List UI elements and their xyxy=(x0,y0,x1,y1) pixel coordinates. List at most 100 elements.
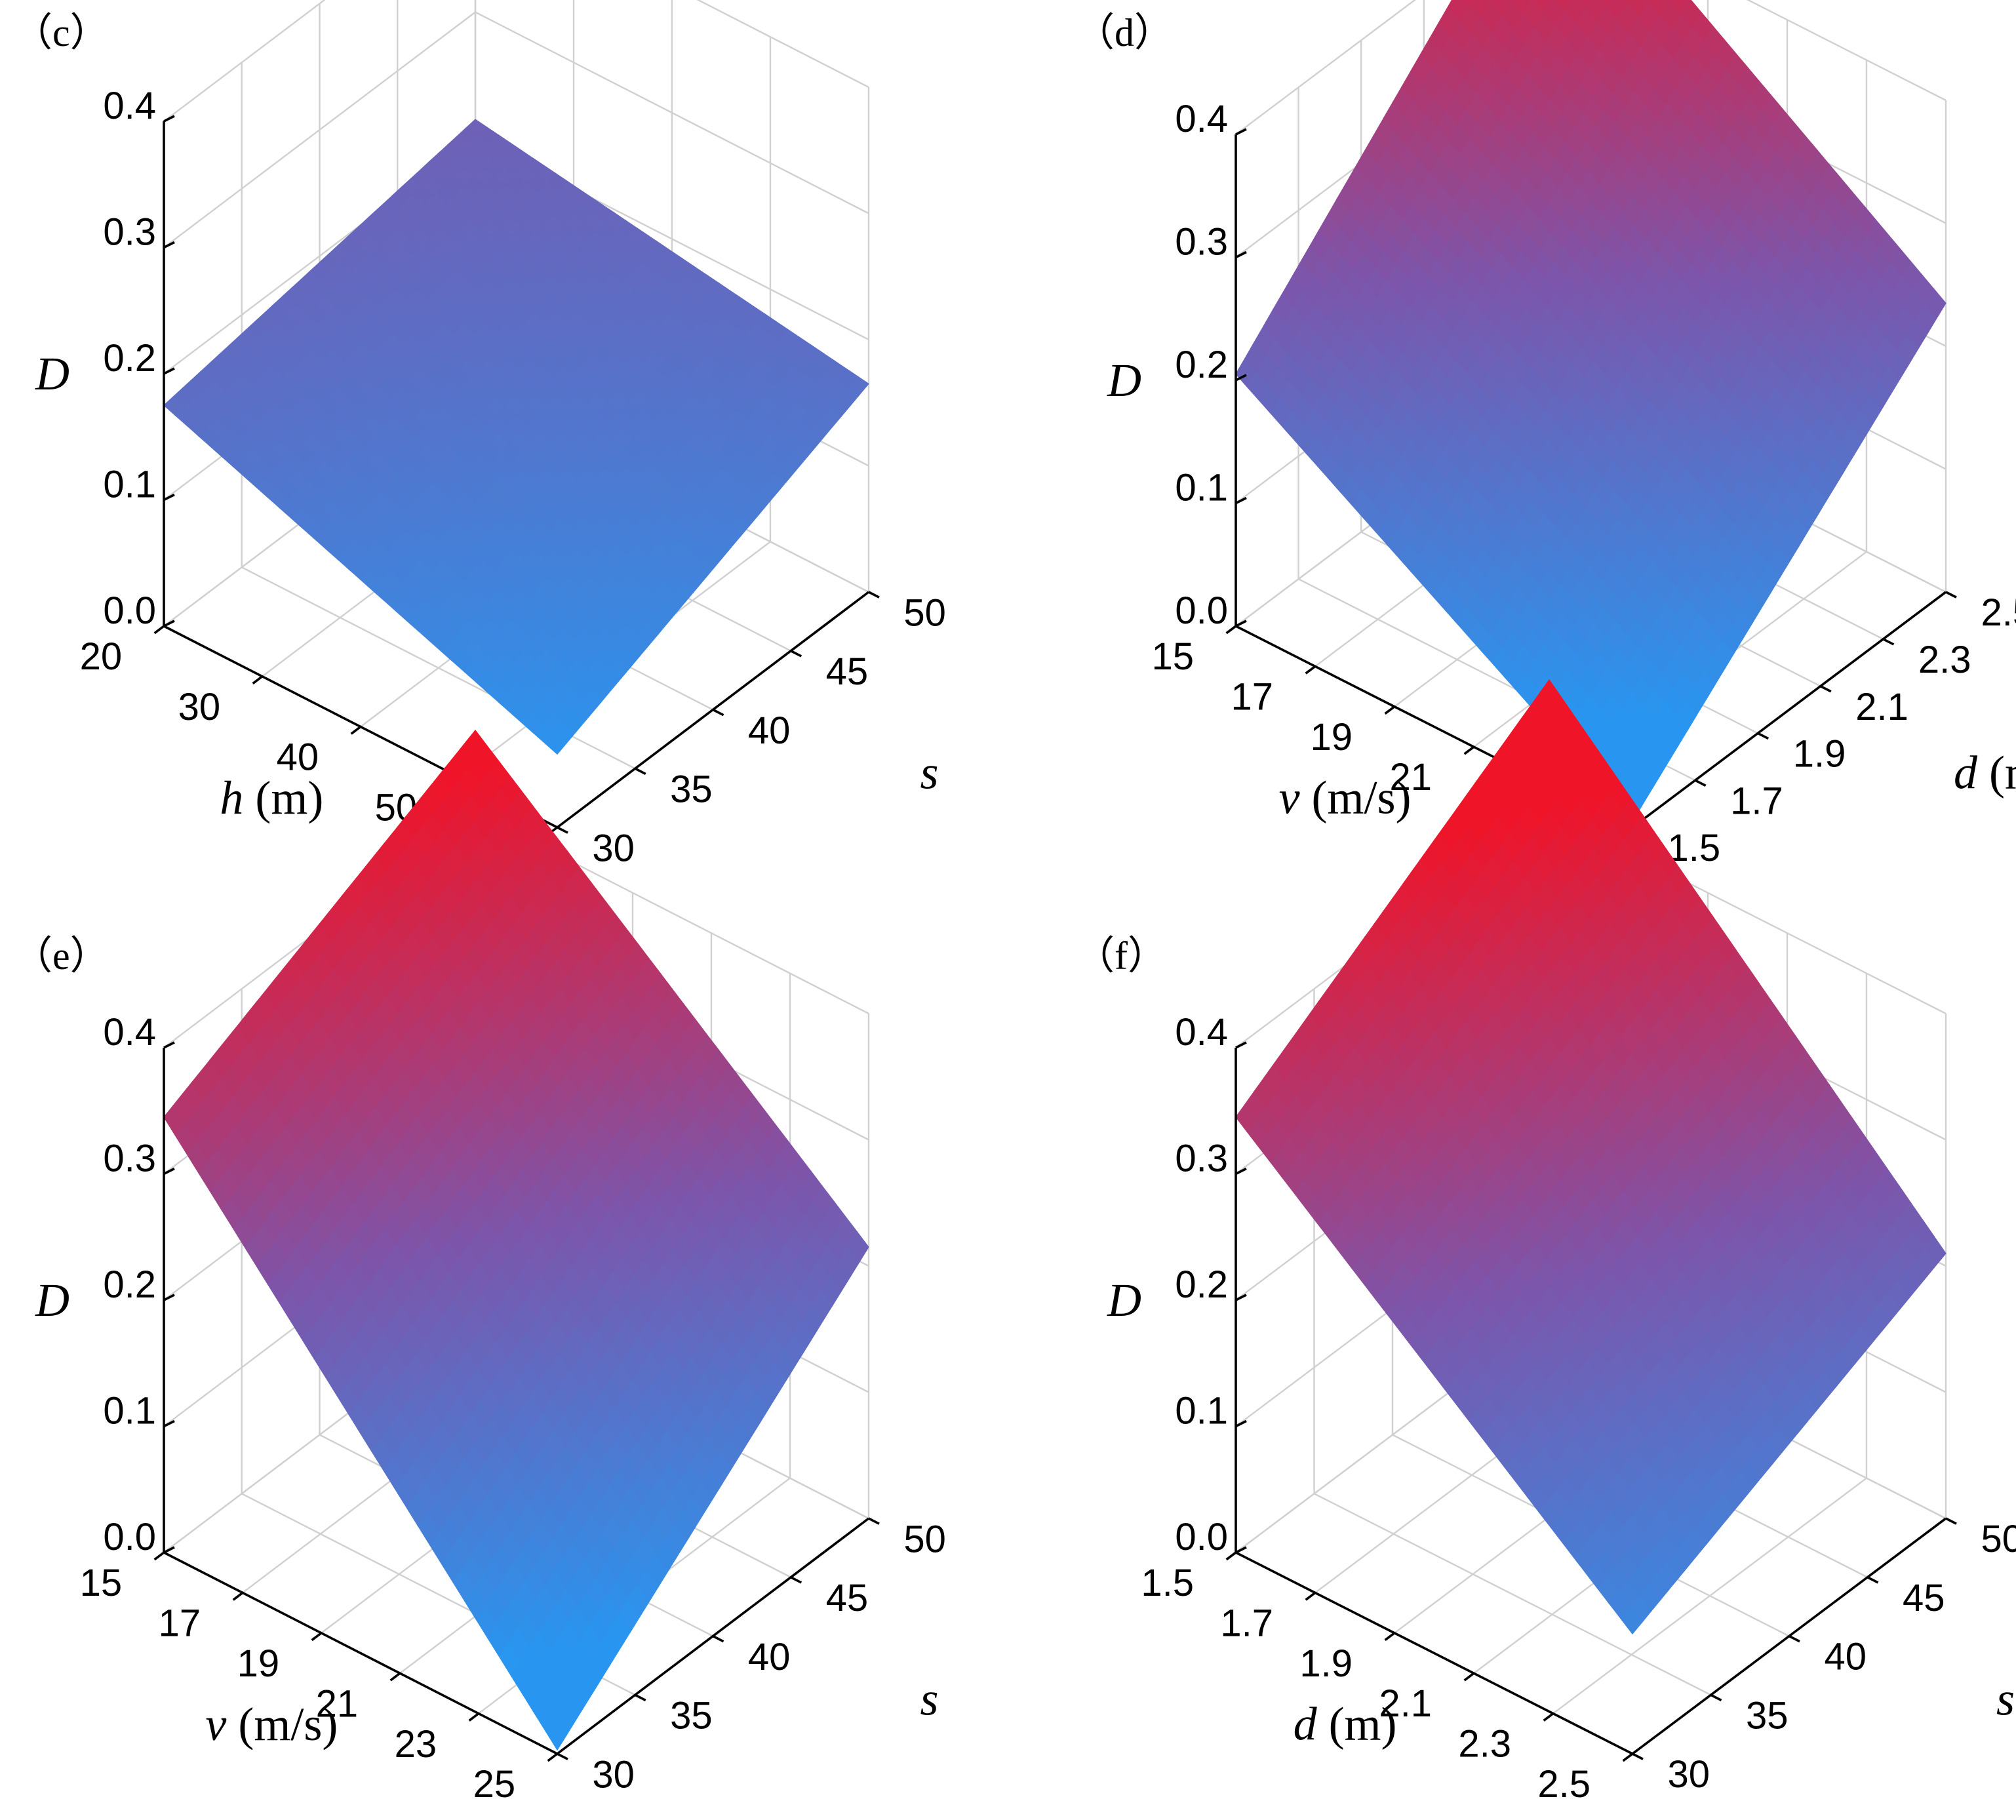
panel-title: （f） xyxy=(1075,934,1167,978)
x-tick-label: 20 xyxy=(80,635,123,678)
y-axis-title: s xyxy=(1996,1673,2015,1726)
y-tick-mark xyxy=(557,1752,568,1760)
x-tick-mark xyxy=(1543,1712,1554,1722)
y-tick-mark xyxy=(1819,684,1832,693)
x-tick-mark xyxy=(1384,1632,1396,1642)
y-tick-label: 1.9 xyxy=(1793,733,1846,776)
z-tick-label: 0.0 xyxy=(103,1516,156,1558)
y-tick-mark xyxy=(1757,732,1769,740)
x-axis-title: d (m) xyxy=(1294,1698,1397,1751)
z-tick-label: 0.3 xyxy=(103,1138,156,1180)
x-tick-label: 23 xyxy=(395,1723,437,1766)
y-tick-mark xyxy=(1632,1752,1644,1760)
y-tick-label: 30 xyxy=(1668,1753,1710,1796)
x-tick-mark xyxy=(311,1632,323,1642)
y-tick-mark xyxy=(712,708,724,717)
y-tick-label: 50 xyxy=(903,1518,946,1560)
surface-cell xyxy=(1600,0,1610,7)
y-tick-label: 2.1 xyxy=(1855,686,1908,728)
z-tick-label: 0.4 xyxy=(1175,98,1228,140)
y-tick-label: 30 xyxy=(592,827,635,869)
z-tick-label: 0.4 xyxy=(1175,1011,1228,1054)
x-tick-label: 1.9 xyxy=(1299,1642,1353,1685)
z-tick-label: 0.1 xyxy=(103,1390,156,1433)
z-tick-mark xyxy=(163,620,175,627)
y-axis-title: d (m) xyxy=(1954,747,2016,799)
y-tick-mark xyxy=(1867,1576,1879,1584)
y-tick-mark xyxy=(868,1517,880,1525)
surface-cell xyxy=(1623,0,1629,5)
z-tick-mark xyxy=(163,367,175,375)
y-tick-label: 40 xyxy=(748,709,791,752)
y-tick-mark xyxy=(1882,638,1895,646)
x-tick-mark xyxy=(1622,1752,1634,1762)
y-tick-mark xyxy=(868,591,880,599)
x-tick-label: 2.3 xyxy=(1458,1723,1511,1766)
x-tick-mark xyxy=(1463,745,1475,755)
x-tick-label: 1.5 xyxy=(1141,1562,1194,1604)
y-tick-mark xyxy=(634,1693,646,1702)
y-tick-label: 35 xyxy=(1746,1694,1789,1737)
z-axis-title: D xyxy=(1107,1274,1141,1326)
x-tick-mark xyxy=(1463,1672,1475,1682)
y-tick-mark xyxy=(1694,779,1707,787)
y-tick-mark xyxy=(1710,1693,1722,1702)
y-tick-mark xyxy=(634,767,646,776)
x-tick-label: 19 xyxy=(237,1642,280,1685)
z-tick-label: 0.4 xyxy=(103,85,156,127)
y-tick-label: 40 xyxy=(1825,1636,1867,1678)
panel-title: （d） xyxy=(1075,11,1174,54)
x-tick-label: 19 xyxy=(1311,716,1353,759)
z-tick-label: 0.0 xyxy=(1175,589,1228,632)
axes: 203040506030354045500.00.10.20.30.4 xyxy=(80,85,946,879)
y-tick-label: 45 xyxy=(826,1577,869,1619)
z-tick-label: 0.3 xyxy=(1175,1138,1228,1180)
z-tick-mark xyxy=(163,115,175,123)
y-tick-mark xyxy=(557,826,568,834)
y-tick-label: 2.3 xyxy=(1918,639,1971,681)
x-tick-label: 30 xyxy=(178,686,221,728)
panel-1: 1517192123251.51.71.92.12.32.50.00.10.20… xyxy=(1075,0,2016,879)
y-tick-label: 40 xyxy=(748,1636,791,1678)
y-tick-label: 30 xyxy=(592,1753,635,1796)
x-tick-label: 25 xyxy=(473,1763,516,1806)
z-tick-label: 0.2 xyxy=(1175,1263,1228,1306)
x-tick-label: 40 xyxy=(277,736,319,779)
z-axis-title: D xyxy=(35,347,69,400)
x-tick-mark xyxy=(468,1712,480,1722)
y-axis-title: s xyxy=(920,1673,938,1726)
x-tick-label: 1.7 xyxy=(1220,1602,1273,1644)
y-tick-label: 35 xyxy=(670,768,713,811)
x-tick-mark xyxy=(1305,1591,1316,1601)
y-tick-mark xyxy=(1945,1517,1957,1525)
z-tick-label: 0.1 xyxy=(1175,467,1228,509)
surface-cell xyxy=(545,732,567,755)
x-tick-mark xyxy=(1384,705,1396,715)
y-axis-title: s xyxy=(920,747,938,799)
z-tick-label: 0.3 xyxy=(1175,221,1228,264)
x-tick-label: 15 xyxy=(80,1562,123,1604)
surface-cell xyxy=(1464,0,1472,6)
surface xyxy=(163,119,869,755)
z-axis-title: D xyxy=(1107,354,1141,406)
x-tick-label: 15 xyxy=(1152,635,1195,678)
y-tick-label: 50 xyxy=(903,591,946,634)
x-tick-mark xyxy=(1305,665,1316,675)
y-tick-label: 1.7 xyxy=(1730,780,1783,822)
z-tick-label: 0.4 xyxy=(103,1011,156,1054)
y-tick-label: 50 xyxy=(1981,1518,2016,1560)
y-tick-mark xyxy=(790,650,802,658)
x-tick-mark xyxy=(389,1672,401,1682)
z-tick-label: 0.2 xyxy=(1175,344,1228,386)
panel-3: 1.51.71.92.12.32.5 30354045500.00.10.20.3… xyxy=(1075,679,2016,1806)
z-tick-label: 0.3 xyxy=(103,211,156,254)
z-tick-label: 0.1 xyxy=(1175,1390,1228,1433)
x-tick-label: 17 xyxy=(1231,675,1274,718)
panel-title: （c） xyxy=(13,11,109,54)
y-tick-label: 45 xyxy=(1903,1577,1945,1619)
x-tick-mark xyxy=(153,625,165,635)
panel-title: （e） xyxy=(13,934,109,978)
z-tick-label: 0.1 xyxy=(103,464,156,506)
y-tick-mark xyxy=(790,1576,802,1584)
